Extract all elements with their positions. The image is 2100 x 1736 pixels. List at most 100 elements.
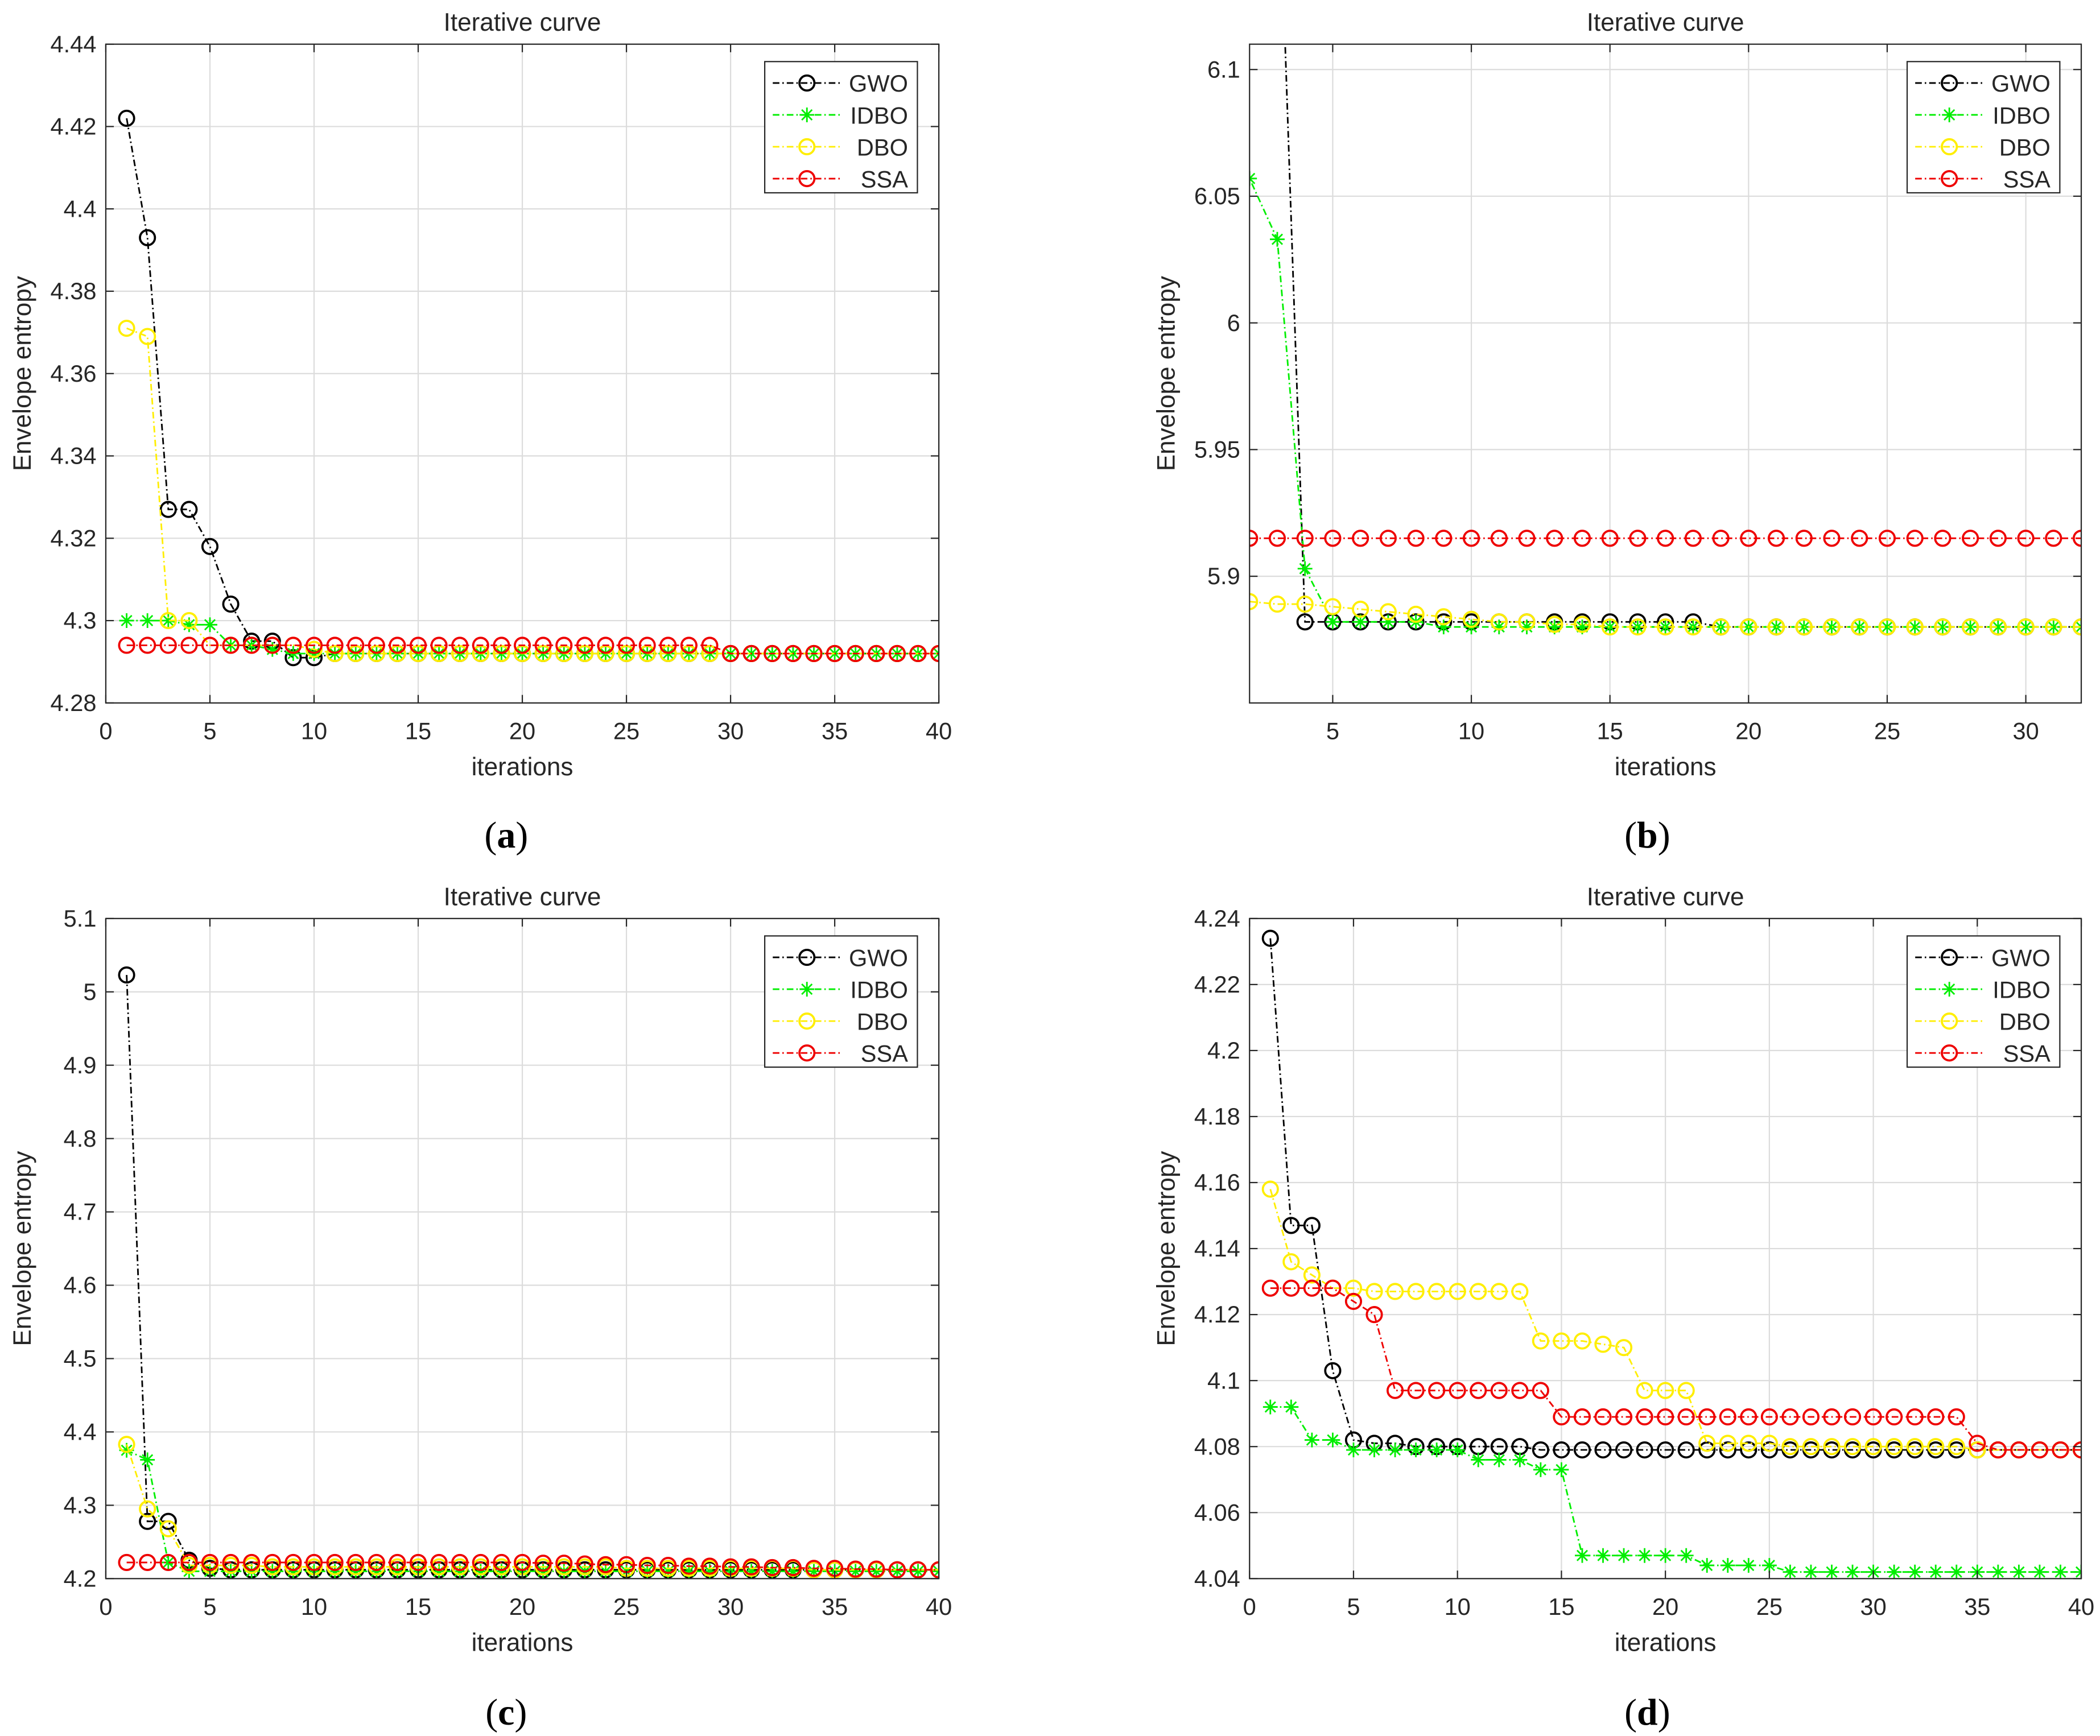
data-point [1297, 561, 1313, 576]
star-stroke [933, 1565, 939, 1573]
y-tick-label: 5.9 [1207, 563, 1240, 589]
data-point [243, 1553, 261, 1572]
data-point [1324, 1279, 1342, 1297]
x-tick-label: 5 [1326, 717, 1339, 744]
data-point [1677, 1408, 1695, 1426]
star-stroke [1410, 1444, 1422, 1456]
chart-title: Iterative curve [1587, 9, 1744, 36]
data-point [1990, 1564, 2006, 1579]
star-stroke [121, 614, 133, 627]
data-point [368, 1558, 385, 1576]
data-point [1948, 1408, 1965, 1426]
data-point [1449, 1283, 1466, 1300]
y-tick-label: 4.14 [1194, 1235, 1240, 1262]
legend-label: IDBO [1992, 102, 2051, 129]
legend-marker-circle [798, 138, 816, 156]
data-point [764, 644, 781, 663]
legend-item-gwo: GWO [1915, 70, 2051, 97]
data-point [118, 966, 135, 984]
data-point [1511, 1283, 1529, 1300]
panel-d: 0 5 10 15 20 25 30 35 40 4.04 4.06 4.08 4.1 4.12 4.14 4… [1152, 883, 2094, 1656]
x-tick-label: 15 [405, 717, 431, 744]
data-point [1823, 1408, 1841, 1426]
data-point [1344, 1292, 1363, 1310]
y-tick-label: 4.44 [51, 31, 97, 57]
data-point [1719, 1441, 1736, 1459]
legend-marker-star [799, 982, 815, 997]
y-tick-label: 4.2 [1207, 1037, 1240, 1064]
data-point [1602, 619, 1618, 635]
y-tick-label: 4.6 [64, 1272, 97, 1299]
y-axis-label: Envelope entropy [1152, 1151, 1180, 1346]
data-point [326, 644, 344, 663]
data-point [1804, 1564, 1818, 1579]
data-point [659, 636, 677, 654]
star-stroke [1763, 1560, 1775, 1572]
data-point [1428, 1382, 1446, 1399]
star-stroke [1299, 563, 1311, 574]
x-tick-label: 25 [613, 717, 640, 744]
y-tick-label: 5.95 [1194, 436, 1240, 463]
x-tick-label: 15 [1548, 1593, 1574, 1620]
legend-marker-circle [1941, 949, 1958, 966]
data-point [493, 636, 510, 654]
data-point [1802, 1438, 1820, 1456]
data-point [1783, 1564, 1798, 1579]
data-point [1740, 1408, 1757, 1426]
data-point [1934, 530, 1952, 547]
data-point [931, 1564, 939, 1579]
data-point [1928, 1564, 1944, 1579]
data-point [2052, 1441, 2069, 1459]
star-stroke [1965, 621, 1977, 633]
series-line-idbo [1249, 176, 2081, 628]
x-tick-label: 20 [1652, 1593, 1678, 1620]
data-point [1601, 530, 1619, 547]
data-point [451, 636, 469, 654]
data-point [1684, 530, 1702, 547]
data-point [1677, 1441, 1695, 1459]
data-point [1629, 530, 1647, 547]
data-point [1657, 1441, 1674, 1459]
x-tick-label: 15 [1597, 717, 1623, 744]
x-tick-label: 35 [822, 1593, 848, 1620]
star-stroke [2054, 1566, 2066, 1578]
data-point [1268, 530, 1286, 547]
data-point [118, 109, 135, 127]
legend-marker-star [1942, 982, 1957, 997]
legend-marker-star [1942, 108, 1957, 122]
star-stroke [1909, 621, 1921, 633]
star-stroke [142, 1454, 154, 1466]
data-point [1795, 530, 1813, 547]
data-point [701, 636, 719, 654]
data-point [1760, 1441, 1778, 1459]
data-point [203, 617, 217, 633]
data-point [1948, 1438, 1965, 1456]
series-line-ssa [126, 644, 939, 655]
data-point [1657, 530, 1674, 547]
data-point [451, 644, 469, 663]
star-stroke [933, 652, 939, 660]
y-tick-label: 4.16 [1194, 1169, 1240, 1196]
star-stroke [801, 109, 813, 121]
data-point [1346, 1442, 1361, 1457]
data-point [118, 320, 135, 337]
data-point [493, 1558, 510, 1576]
data-point [409, 1553, 427, 1572]
data-point [1352, 530, 1369, 547]
panel-caption-c: (c) [485, 1692, 527, 1733]
x-tick-label: 40 [2068, 1593, 2094, 1620]
data-point [1969, 1435, 1986, 1452]
caption-close-paren: ) [1658, 815, 1670, 856]
panel-a: 0 5 10 15 20 25 30 35 40 4.28 4.3 4.32 4.34 4.36 4.38 4… [9, 9, 952, 781]
data-point [139, 1553, 156, 1572]
data-point [1428, 1283, 1446, 1300]
data-point [742, 1558, 760, 1576]
star-stroke [1271, 233, 1284, 245]
series-line-ssa [1270, 1287, 2081, 1451]
data-point [1823, 1438, 1841, 1456]
y-tick-label: 4.12 [1194, 1301, 1240, 1328]
data-point [139, 328, 156, 345]
legend-item-idbo: IDBO [1915, 102, 2051, 129]
data-point [1880, 619, 1895, 635]
y-tick-label: 4.5 [64, 1345, 97, 1372]
